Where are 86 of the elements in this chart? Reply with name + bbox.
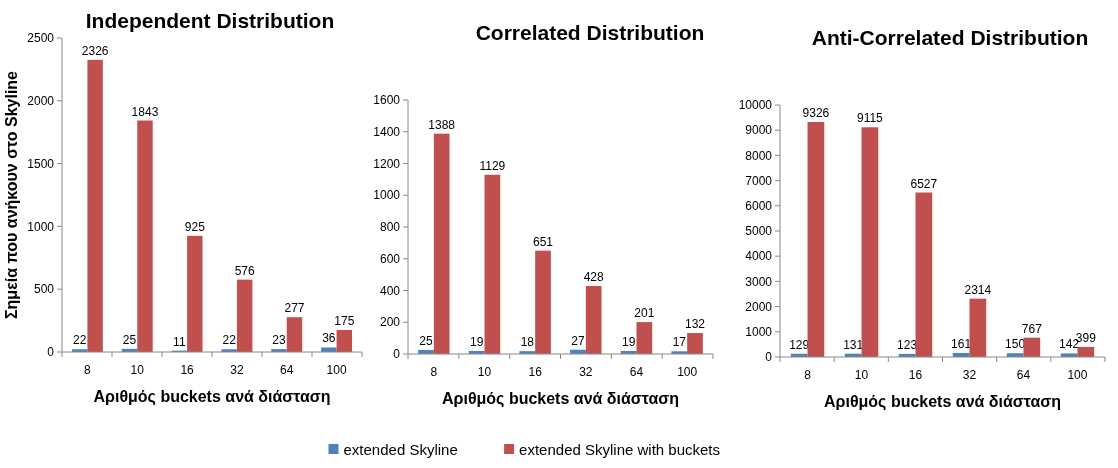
y-tick-label: 7000 (745, 173, 773, 188)
data-label: 18 (520, 335, 535, 350)
chart-title: Correlated Distribution (475, 21, 705, 44)
y-tick-label: 800 (379, 220, 401, 235)
data-label: 2326 (81, 43, 109, 58)
y-tick-label: 0 (765, 350, 773, 365)
data-label: 2314 (964, 282, 992, 297)
data-label: 25 (122, 332, 137, 347)
data-label: 428 (583, 270, 605, 285)
data-label: 129 (789, 337, 810, 352)
x-tick-label: 64 (280, 363, 294, 377)
x-tick-label: 32 (230, 363, 244, 377)
data-label: 201 (634, 306, 655, 321)
y-tick-label: 1600 (373, 93, 401, 108)
y-tick-label: 9000 (745, 123, 773, 138)
chart-title: Independent Distribution (85, 9, 335, 32)
x-axis-title: Αριθμός buckets ανά διάσταση (442, 390, 679, 408)
data-label: 132 (685, 317, 706, 332)
x-axis-title: Αριθμός buckets ανά διάσταση (93, 388, 331, 406)
legend-label: extended Skyline (343, 441, 458, 459)
data-label: 36 (322, 331, 336, 346)
data-label: 19 (469, 334, 484, 349)
data-label: 925 (184, 219, 206, 234)
data-label: 9326 (802, 105, 830, 120)
legend-label: extended Skyline with buckets (519, 441, 721, 459)
y-tick-label: 10000 (738, 98, 773, 113)
y-tick-label: 2500 (27, 31, 55, 46)
data-label: 9115 (856, 111, 884, 126)
y-tick-label: 200 (379, 315, 401, 330)
data-label: 123 (897, 337, 918, 352)
data-label: 23 (272, 333, 287, 348)
y-tick-label: 400 (379, 283, 401, 298)
data-label: 1129 (479, 158, 506, 173)
y-tick-label: 4000 (745, 249, 773, 264)
y-tick-label: 1000 (27, 219, 55, 234)
y-tick-label: 3000 (745, 274, 773, 289)
y-tick-label: 6000 (745, 199, 773, 213)
y-tick-label: 600 (379, 251, 401, 266)
y-tick-label: 5000 (745, 224, 773, 239)
data-label: 27 (571, 333, 585, 348)
y-tick-label: 500 (33, 282, 55, 297)
y-tick-label: 1400 (373, 124, 401, 139)
data-label: 22 (222, 333, 237, 348)
data-label: 1843 (131, 104, 159, 119)
x-tick-label: 32 (579, 365, 593, 379)
x-tick-label: 10 (854, 368, 869, 382)
y-tick-label: 1000 (745, 325, 773, 339)
chart-title: Anti-Correlated Distribution (811, 26, 1089, 49)
y-tick-label: 0 (47, 345, 55, 360)
y-tick-label: 2000 (745, 299, 773, 314)
data-label: 22 (73, 333, 87, 348)
data-label: 131 (843, 337, 864, 352)
data-label: 576 (234, 263, 255, 278)
x-tick-label: 8 (804, 368, 812, 382)
data-label: 11 (173, 334, 186, 349)
data-label: 651 (533, 234, 554, 249)
data-label: 19 (621, 334, 636, 349)
x-tick-label: 8 (84, 363, 92, 377)
y-tick-label: 0 (393, 347, 401, 362)
data-label: 277 (284, 301, 305, 316)
data-label: 161 (951, 336, 972, 351)
x-tick-label: 16 (908, 368, 923, 382)
y-tick-label: 2000 (27, 94, 55, 108)
x-tick-label: 100 (677, 365, 698, 379)
data-label: 25 (419, 334, 433, 349)
x-tick-label: 32 (962, 368, 977, 382)
y-tick-label: 1200 (373, 156, 401, 171)
x-tick-label: 100 (1067, 368, 1088, 382)
y-tick-label: 1000 (373, 188, 401, 203)
x-tick-label: 16 (180, 363, 195, 377)
x-tick-label: 64 (1016, 368, 1031, 382)
data-label: 767 (1021, 321, 1043, 336)
x-tick-label: 10 (130, 363, 145, 377)
y-tick-label: 8000 (745, 148, 773, 163)
y-tick-label: 1500 (27, 156, 55, 171)
x-tick-label: 100 (326, 363, 347, 377)
x-tick-label: 10 (477, 365, 492, 379)
x-tick-label: 8 (430, 365, 438, 379)
y-axis-title: Σημεία που ανήκουν στο Skyline (3, 70, 20, 320)
x-axis-title: Αριθμός buckets ανά διάσταση (824, 393, 1061, 411)
data-label: 6527 (910, 176, 938, 191)
data-label: 1388 (428, 117, 456, 132)
data-label: 175 (334, 314, 355, 329)
x-tick-label: 16 (528, 365, 543, 379)
data-label: 17 (672, 335, 687, 350)
x-tick-label: 64 (629, 365, 644, 379)
